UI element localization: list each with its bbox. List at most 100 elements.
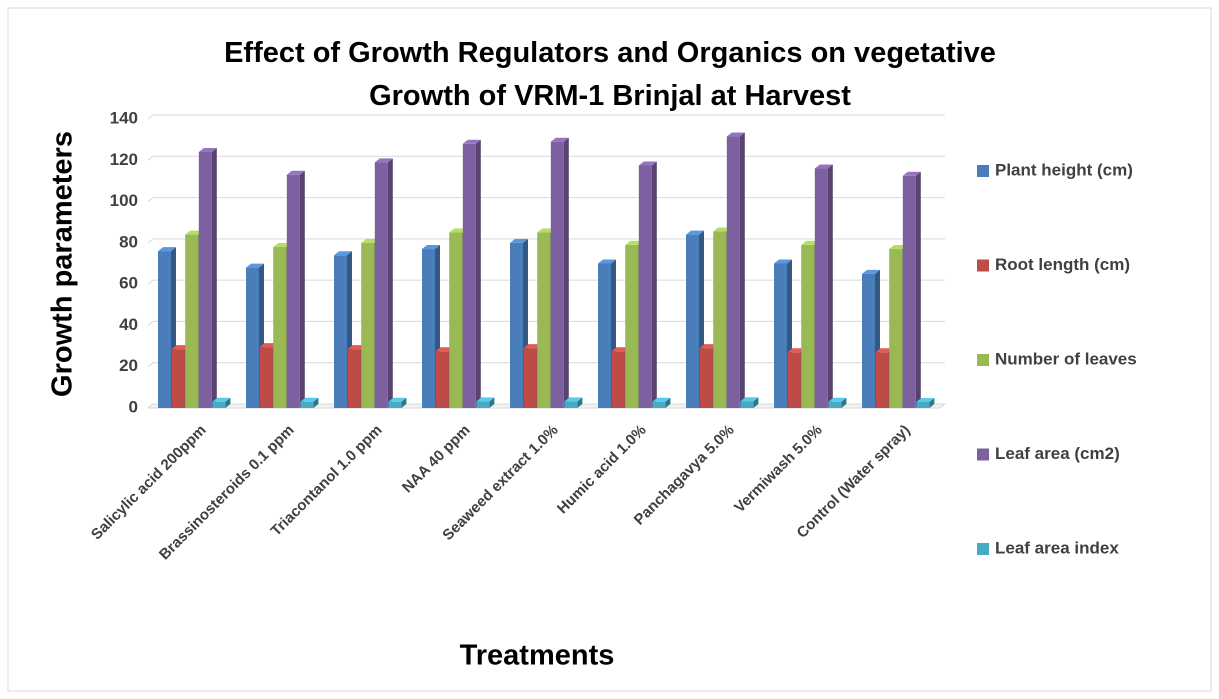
- bar-top: [171, 345, 190, 350]
- bar-top: [422, 245, 440, 250]
- bar: [652, 397, 671, 408]
- bar-top: [246, 263, 264, 268]
- grid-line: [147, 403, 945, 409]
- bar: [902, 171, 921, 408]
- legend-label: Root length (cm): [995, 255, 1130, 274]
- bar-front: [537, 232, 551, 408]
- bar-front: [374, 162, 388, 408]
- bar-top: [374, 158, 393, 163]
- legend-label: Plant height (cm): [995, 160, 1133, 179]
- bar: [740, 397, 759, 408]
- legend-swatch: [977, 448, 989, 461]
- y-tick-label: 60: [119, 274, 138, 293]
- bar: [286, 170, 305, 408]
- grid-line: [147, 114, 945, 120]
- bar-top: [334, 251, 352, 256]
- bar-front: [334, 255, 347, 408]
- bar-side: [313, 397, 319, 408]
- bar-top: [388, 397, 407, 402]
- bar-side: [563, 137, 569, 408]
- bar-front: [740, 401, 754, 408]
- bar-top: [875, 348, 894, 353]
- bar-front: [300, 401, 314, 408]
- bar-top: [198, 148, 217, 153]
- bar: [564, 397, 583, 408]
- y-tick-label: 0: [129, 397, 138, 416]
- bar-side: [387, 158, 393, 408]
- bar-top: [889, 245, 908, 250]
- bar-front: [598, 263, 611, 408]
- grid-line: [147, 238, 945, 244]
- bar-front: [625, 244, 639, 408]
- bar-front: [273, 246, 287, 408]
- legend-swatch: [977, 354, 989, 366]
- bar-front: [476, 401, 490, 408]
- bar-top: [652, 397, 671, 402]
- bar-top: [510, 238, 528, 243]
- bar-top: [801, 240, 820, 245]
- bar-side: [753, 397, 759, 408]
- y-tick-label: 80: [119, 232, 138, 251]
- bar-side: [929, 398, 935, 408]
- bar-top: [185, 230, 204, 235]
- bar-front: [259, 347, 273, 408]
- bar-front: [638, 165, 652, 408]
- bar-front: [828, 401, 842, 408]
- bar: [388, 397, 407, 408]
- bar-side: [489, 397, 495, 408]
- bar-front: [902, 175, 916, 408]
- bar-top: [713, 227, 732, 232]
- bar-side: [211, 148, 217, 408]
- bar-front: [422, 249, 435, 408]
- bar: [726, 132, 745, 408]
- bar-side: [577, 397, 583, 408]
- grid-line: [147, 362, 945, 368]
- bar-top: [862, 269, 880, 274]
- bar-top: [625, 240, 644, 245]
- bar-top: [686, 230, 704, 235]
- bar-top: [699, 344, 718, 349]
- legend-label: Number of leaves: [995, 349, 1137, 368]
- bar-front: [564, 401, 578, 408]
- bar-front: [726, 136, 740, 408]
- bar-top: [286, 170, 305, 175]
- legend-label: Leaf area index: [995, 538, 1119, 557]
- bar-front: [875, 352, 889, 408]
- bar-front: [774, 263, 787, 408]
- bar-front: [212, 401, 226, 408]
- bar-top: [787, 348, 806, 353]
- grid-line: [147, 320, 945, 326]
- y-tick-label: 140: [110, 108, 138, 127]
- bar-side: [915, 171, 921, 408]
- bar-top: [726, 132, 745, 137]
- bar: [476, 397, 495, 408]
- bar-top: [361, 238, 380, 243]
- bar-side: [475, 139, 481, 408]
- bar-top: [828, 397, 847, 402]
- bar-front: [916, 402, 930, 408]
- bar-top: [638, 161, 657, 166]
- bar-front: [435, 351, 449, 408]
- bar: [916, 398, 935, 408]
- grid-line: [147, 155, 945, 161]
- bar-top: [598, 259, 616, 264]
- bar-front: [198, 152, 212, 408]
- legend-swatch: [977, 543, 989, 555]
- bar-front: [611, 351, 625, 408]
- bar-top: [462, 139, 481, 144]
- legend-label: Leaf area (cm2): [995, 444, 1120, 463]
- x-axis-title: Treatments: [460, 640, 615, 672]
- bar: [462, 139, 481, 408]
- bar-front: [347, 349, 361, 408]
- bar-front: [814, 168, 828, 408]
- bar-side: [827, 164, 833, 408]
- x-tick-label: Panchagavya 5.0%: [631, 422, 738, 529]
- bar-side: [225, 397, 231, 408]
- legend-swatch: [977, 259, 989, 272]
- bar-top: [273, 242, 292, 247]
- y-tick-label: 20: [119, 356, 138, 375]
- bar-front: [801, 244, 815, 408]
- bar-front: [862, 273, 875, 408]
- bar-front: [462, 143, 476, 408]
